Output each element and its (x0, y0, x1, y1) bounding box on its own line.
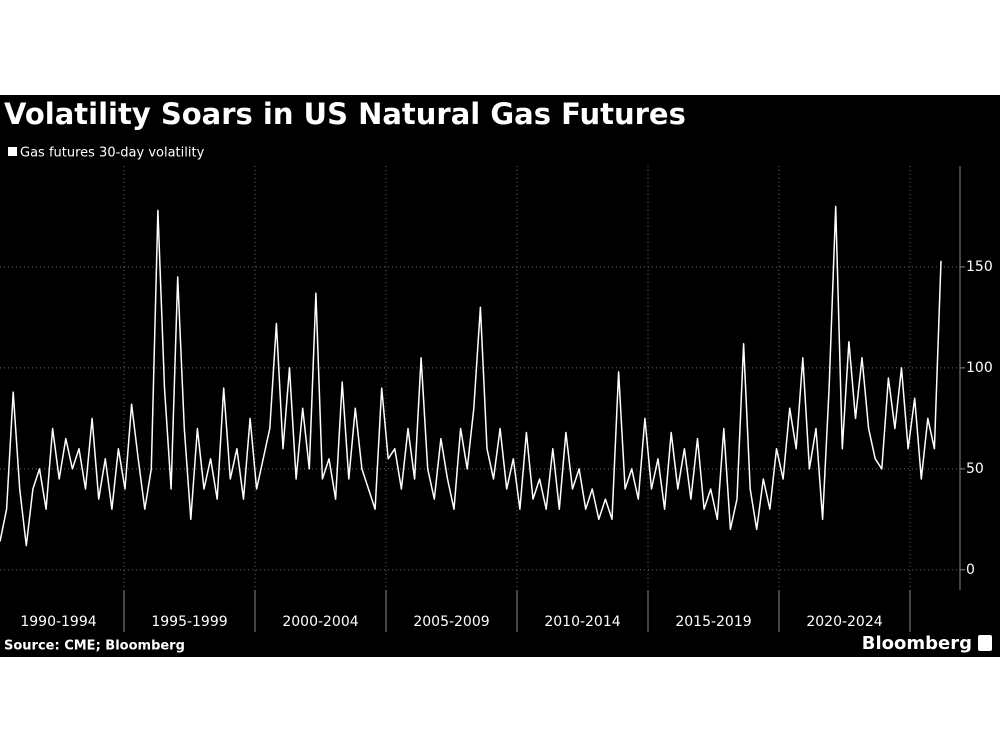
y-tick-label: 150 (966, 259, 993, 275)
y-tick-label: 100 (966, 360, 993, 376)
brand: Bloomberg (862, 633, 972, 654)
x-tick-label: 1995-1999 (151, 614, 227, 630)
brand-icon (978, 635, 992, 651)
x-tick-label: 2000-2004 (282, 614, 358, 630)
x-tick-label: 2010-2014 (544, 614, 620, 630)
x-tick-label: 2020-2024 (806, 614, 882, 630)
line (0, 205, 942, 547)
x-tick-label: 2015-2019 (675, 614, 751, 630)
x-tick-label: 1990-1994 (20, 614, 96, 630)
source: Source: CME; Bloomberg (4, 639, 185, 654)
legend-swatch (8, 147, 17, 156)
x-tick-label: 2005-2009 (413, 614, 489, 630)
y-tick-label: 50 (966, 461, 984, 477)
chart-title: Volatility Soars in US Natural Gas Futur… (4, 97, 686, 131)
panel (0, 95, 1000, 657)
y-tick-label: 0 (966, 562, 975, 578)
legend-label: Gas futures 30-day volatility (20, 146, 205, 161)
